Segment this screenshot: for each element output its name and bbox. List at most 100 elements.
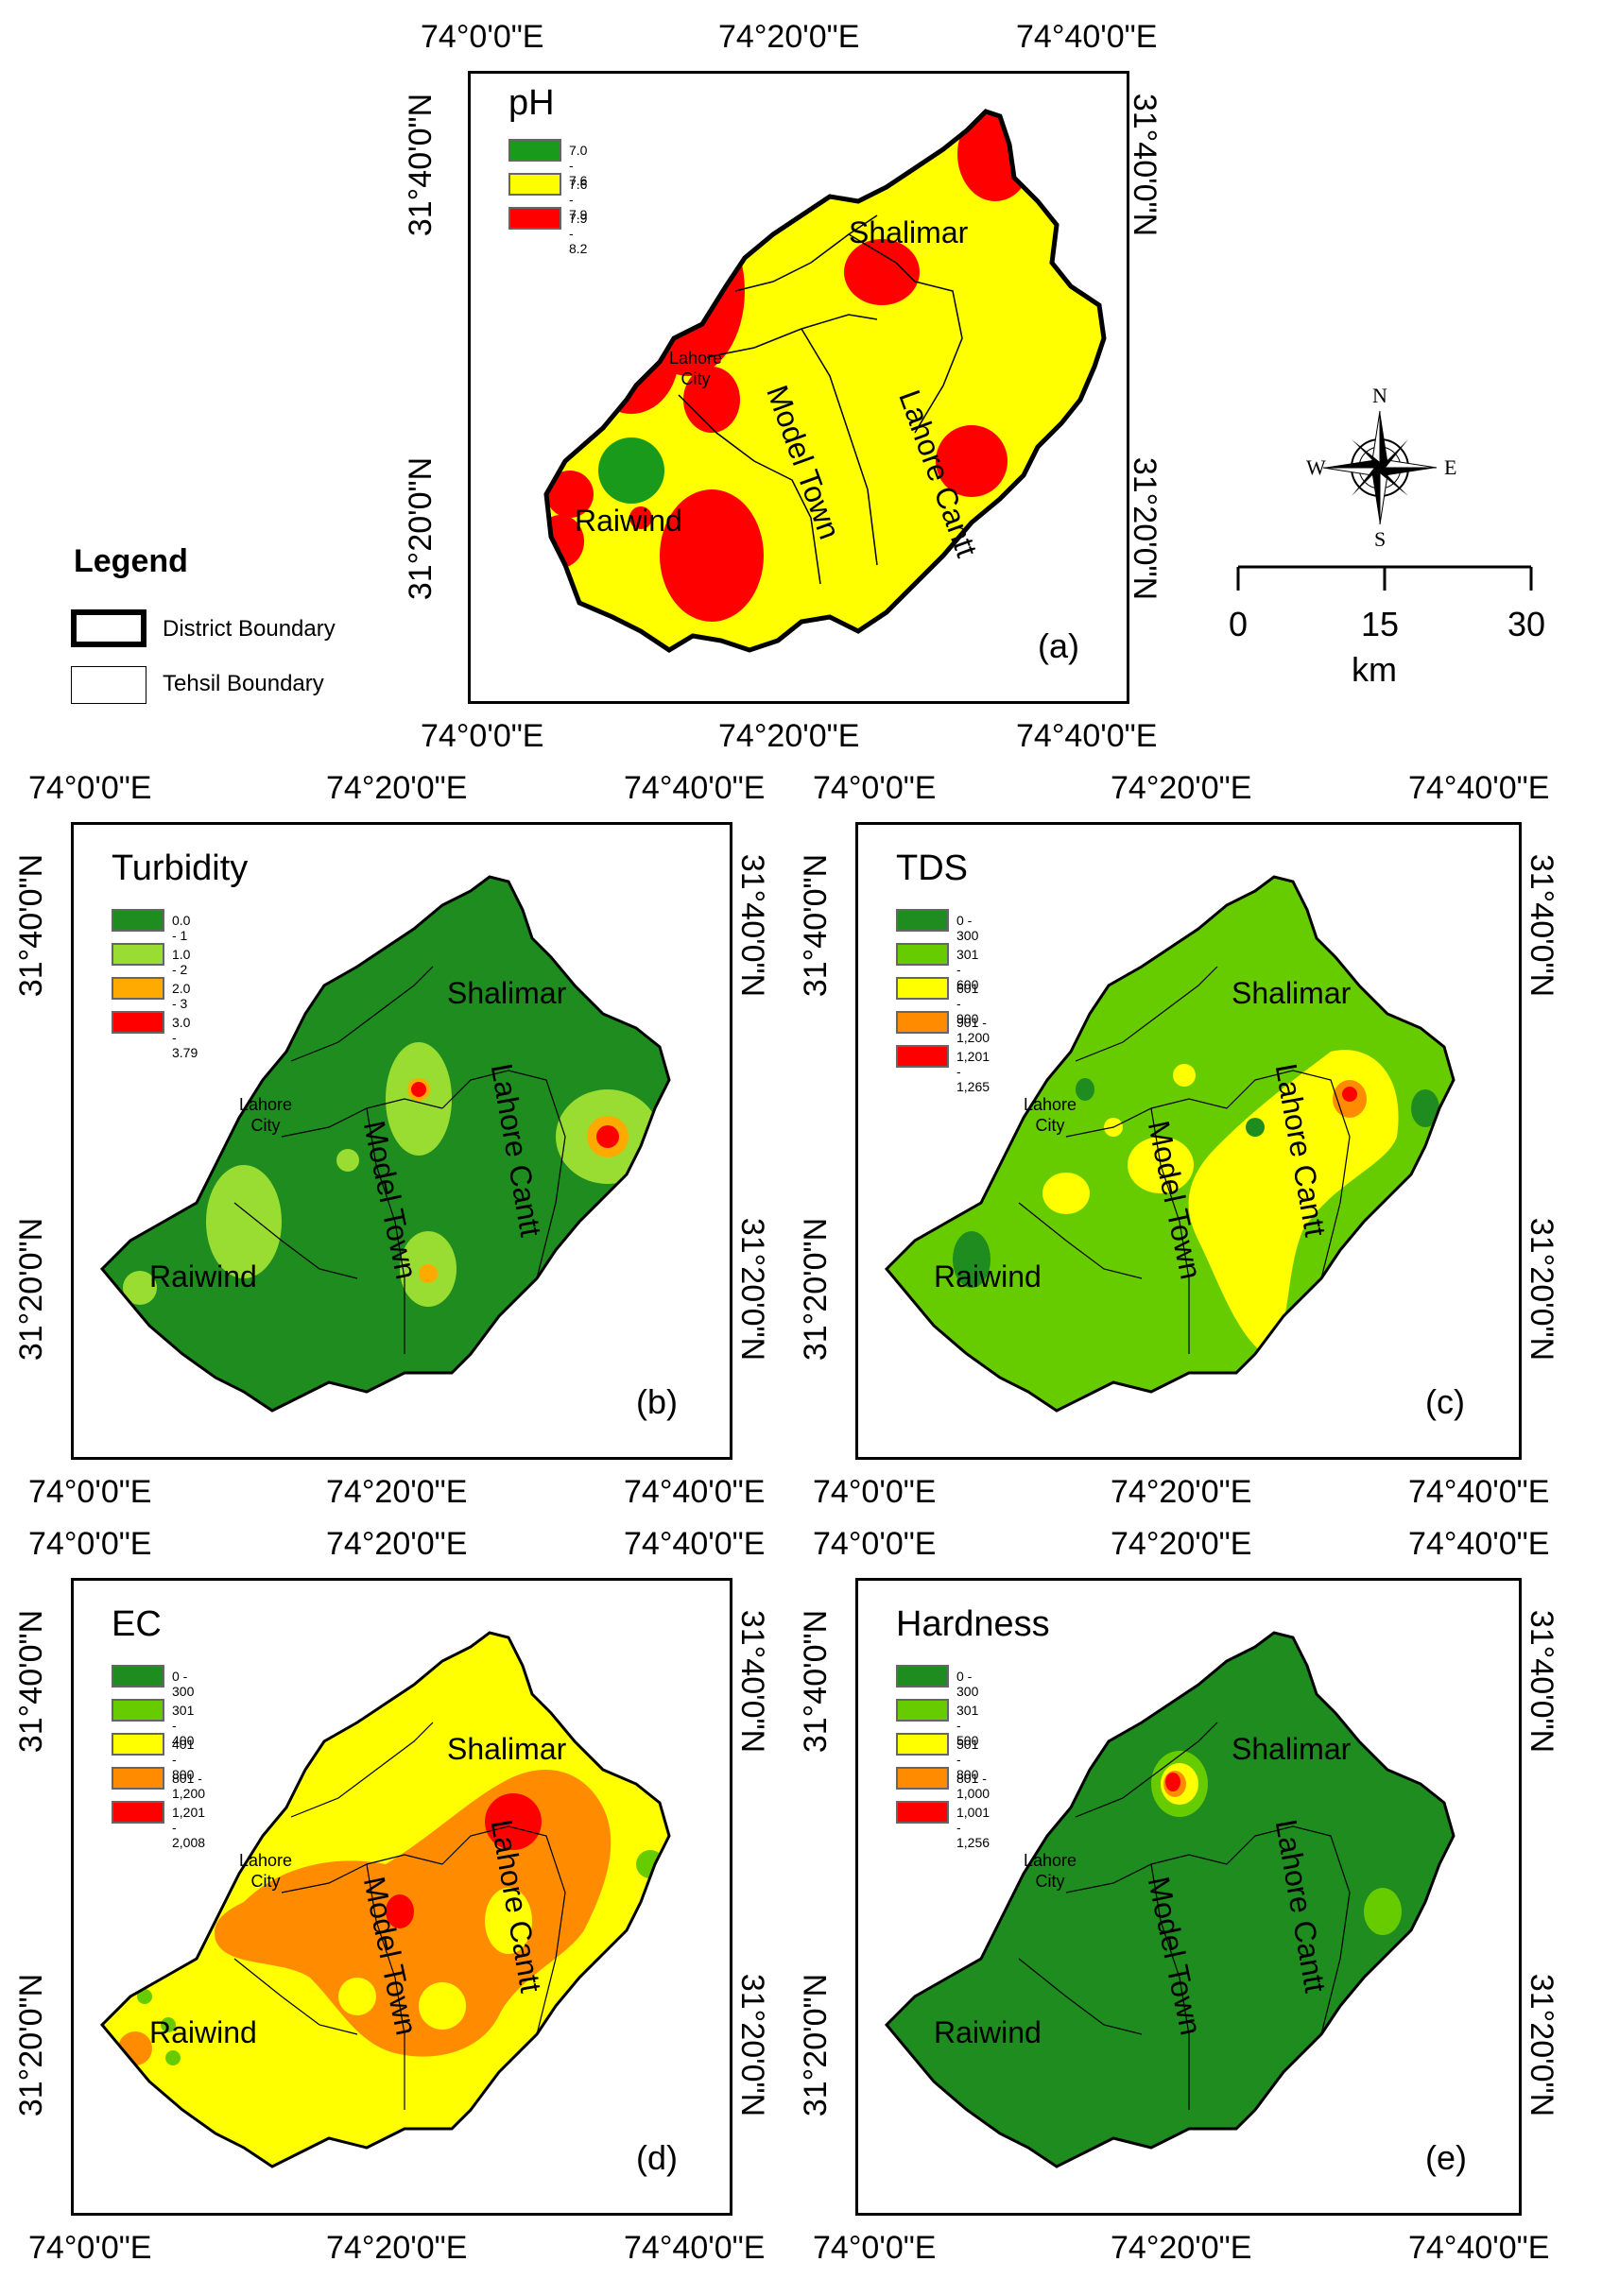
scale-bar: 0 15 30 km bbox=[1219, 548, 1559, 718]
lon-tick: 74°40'0"E bbox=[1016, 718, 1158, 754]
legend-label: 1,201 - 1,265 bbox=[956, 1049, 990, 1094]
lat-tick: 31°40'0"N bbox=[734, 1609, 771, 1754]
lon-tick: 74°40'0"E bbox=[1408, 2230, 1550, 2266]
panel-letter: (c) bbox=[1425, 1382, 1465, 1421]
legend-swatch bbox=[112, 1011, 164, 1034]
district-map bbox=[884, 1631, 1456, 2168]
scale-label: 30 bbox=[1507, 605, 1546, 643]
lon-tick: 74°20'0"E bbox=[326, 1526, 468, 1562]
lon-tick: 74°40'0"E bbox=[624, 770, 766, 806]
legend-label: 301 - 500 bbox=[956, 1703, 979, 1748]
scale-unit: km bbox=[1352, 650, 1397, 689]
panel-letter: (e) bbox=[1425, 2138, 1467, 2177]
district-map bbox=[884, 875, 1456, 1413]
lon-tick: 74°20'0"E bbox=[718, 718, 860, 754]
tehsil-boundary-swatch bbox=[71, 666, 146, 704]
lon-tick: 74°20'0"E bbox=[1111, 1474, 1252, 1510]
lon-tick: 74°20'0"E bbox=[1111, 2230, 1252, 2266]
panel-title: Turbidity bbox=[112, 848, 249, 888]
legend-swatch bbox=[896, 1665, 949, 1688]
lat-tick: 31°40'0"N bbox=[403, 93, 439, 237]
lat-tick: 31°40'0"N bbox=[1524, 1609, 1560, 1754]
lon-tick: 74°20'0"E bbox=[1111, 1526, 1252, 1562]
compass-s: S bbox=[1374, 527, 1387, 551]
district-boundary-label: District Boundary bbox=[163, 616, 336, 642]
panel-frame: pH 7.0 - 7.6 7.6 - 7.9 7.9 - 8.2 Shalima… bbox=[468, 71, 1129, 704]
legend-label: 401 - 800 bbox=[172, 1737, 195, 1782]
lat-tick: 31°20'0"N bbox=[1127, 456, 1163, 601]
legend-swatch bbox=[112, 1699, 164, 1722]
lat-tick: 31°20'0"N bbox=[1524, 1217, 1560, 1362]
legend-swatch bbox=[112, 909, 164, 932]
lon-tick: 74°20'0"E bbox=[718, 19, 860, 55]
legend-label: 7.0 - 7.6 bbox=[569, 143, 588, 188]
lat-tick: 31°20'0"N bbox=[734, 1217, 771, 1362]
lon-tick: 74°0'0"E bbox=[813, 1474, 937, 1510]
legend-label: 901 - 1,200 bbox=[956, 1015, 990, 1045]
lat-tick: 31°40'0"N bbox=[1127, 93, 1163, 237]
legend-swatch bbox=[112, 977, 164, 1000]
tehsil-label-raiwind: Raiwind bbox=[149, 1259, 257, 1294]
panel-letter: (b) bbox=[636, 1382, 678, 1421]
tehsil-label-raiwind: Raiwind bbox=[934, 1259, 1042, 1294]
lon-tick: 74°40'0"E bbox=[624, 2230, 766, 2266]
panel-letter: (a) bbox=[1038, 626, 1079, 665]
panel-frame: Turbidity 0.0 - 1 1.0 - 2 2.0 - 3 3.0 - … bbox=[71, 822, 732, 1460]
lat-tick: 31°40'0"N bbox=[13, 1609, 50, 1754]
legend-label: 1,001 - 1,256 bbox=[956, 1805, 990, 1850]
lat-tick: 31°40'0"N bbox=[13, 853, 50, 998]
legend-swatch bbox=[896, 977, 949, 1000]
tehsil-label-lahore-city: Lahore City bbox=[239, 1851, 293, 1891]
panel-title: TDS bbox=[896, 848, 968, 888]
lat-tick: 31°20'0"N bbox=[403, 456, 439, 601]
legend-label: 801 - 1,200 bbox=[172, 1771, 206, 1801]
lon-tick: 74°20'0"E bbox=[1111, 770, 1252, 806]
legend-label: 7.9 - 8.2 bbox=[569, 211, 588, 256]
tehsil-label-lahore-city: Lahore City bbox=[239, 1095, 293, 1135]
lon-tick: 74°0'0"E bbox=[421, 19, 544, 55]
legend-swatch bbox=[896, 909, 949, 932]
panel-letter: (d) bbox=[636, 2138, 678, 2177]
legend-swatch bbox=[112, 1801, 164, 1824]
legend-label: 801 - 1,000 bbox=[956, 1771, 990, 1801]
lat-tick: 31°40'0"N bbox=[798, 1609, 835, 1754]
lon-tick: 74°20'0"E bbox=[326, 770, 468, 806]
lon-tick: 74°40'0"E bbox=[1408, 1474, 1550, 1510]
tehsil-label-shalimar: Shalimar bbox=[1232, 976, 1352, 1010]
lat-tick: 31°40'0"N bbox=[734, 853, 771, 998]
tehsil-label-raiwind: Raiwind bbox=[934, 2015, 1042, 2049]
tehsil-label-raiwind: Raiwind bbox=[575, 504, 682, 538]
lon-tick: 74°20'0"E bbox=[326, 2230, 468, 2266]
legend-label: 7.6 - 7.9 bbox=[569, 177, 588, 222]
lon-tick: 74°0'0"E bbox=[28, 2230, 152, 2266]
legend-swatch bbox=[112, 1733, 164, 1756]
lon-tick: 74°40'0"E bbox=[1408, 770, 1550, 806]
panel-frame: TDS 0 - 300 301 - 600 601 - 900 901 - 1,… bbox=[855, 822, 1522, 1460]
legend-label: 3.0 - 3.79 bbox=[172, 1015, 198, 1060]
lon-tick: 74°0'0"E bbox=[28, 770, 152, 806]
panel-title: pH bbox=[508, 83, 555, 123]
lon-tick: 74°0'0"E bbox=[421, 718, 544, 754]
legend-label: 0 - 300 bbox=[956, 1669, 979, 1699]
legend-swatch bbox=[896, 943, 949, 966]
compass-e: E bbox=[1444, 455, 1457, 479]
scale-label: 0 bbox=[1229, 605, 1249, 643]
compass-w: W bbox=[1306, 455, 1326, 479]
legend-swatch bbox=[112, 1767, 164, 1790]
legend-swatch bbox=[896, 1011, 949, 1034]
district-map bbox=[543, 109, 1107, 653]
legend-label: 601 - 900 bbox=[956, 981, 979, 1026]
compass-rose-icon bbox=[1322, 410, 1438, 525]
legend-label: 0 - 300 bbox=[956, 913, 979, 943]
panel-title: EC bbox=[112, 1604, 162, 1644]
panel-frame: EC 0 - 300 301 - 400 401 - 800 801 - 1,2… bbox=[71, 1578, 732, 2216]
legend-label: 1,201 - 2,008 bbox=[172, 1805, 206, 1850]
lat-tick: 31°20'0"N bbox=[798, 1973, 835, 2117]
tehsil-label-raiwind: Raiwind bbox=[149, 2015, 257, 2049]
legend-swatch bbox=[112, 1665, 164, 1688]
legend-swatch bbox=[896, 1699, 949, 1722]
legend-swatch bbox=[508, 173, 561, 196]
legend-swatch bbox=[896, 1733, 949, 1756]
tehsil-label-shalimar: Shalimar bbox=[849, 215, 969, 249]
legend-swatch bbox=[112, 943, 164, 966]
